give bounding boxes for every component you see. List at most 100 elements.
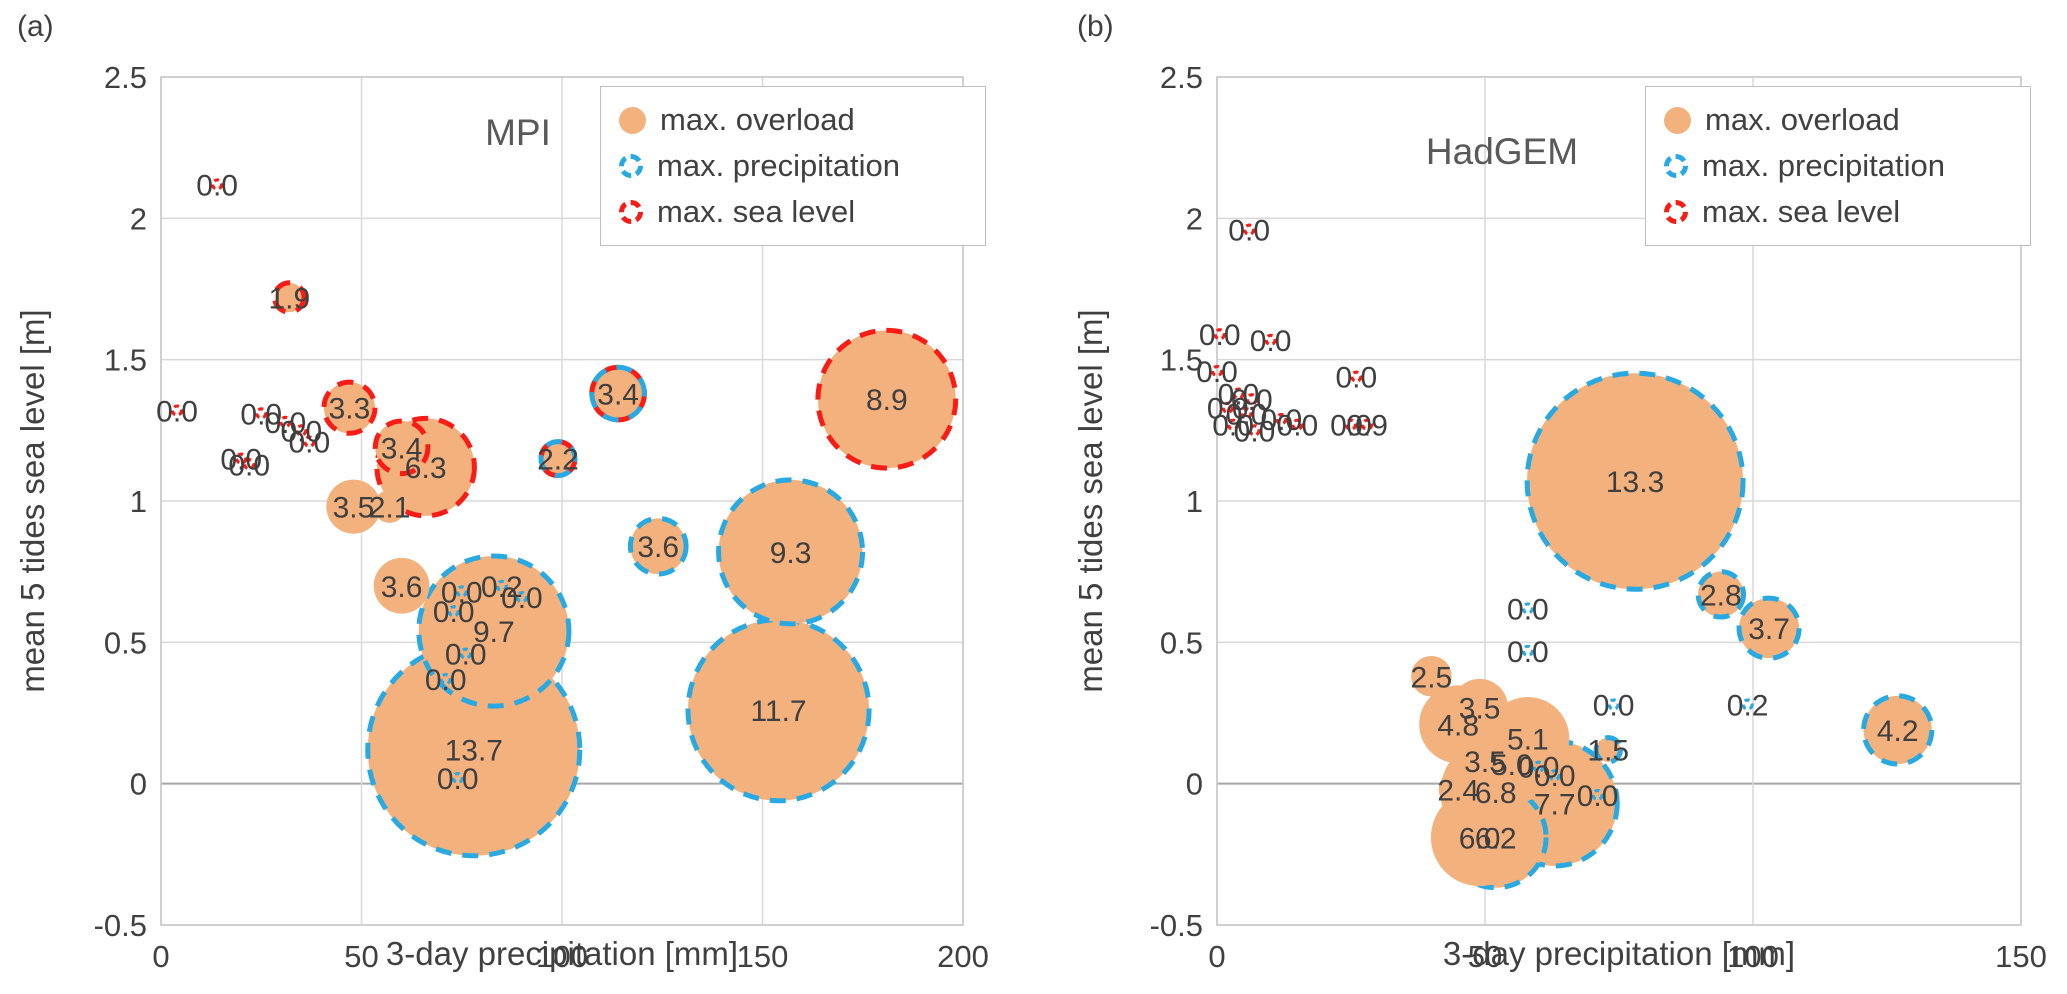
zero-value-dot — [1213, 328, 1226, 341]
bubble-value-label: 0.0 — [1199, 319, 1241, 352]
bubble — [170, 404, 184, 417]
bubble — [455, 585, 468, 598]
bubble — [1264, 333, 1277, 346]
bubble — [589, 364, 647, 423]
legend-item-max-overload: max. overload — [619, 102, 967, 138]
bubble-value-label: 0.0 — [1196, 356, 1238, 389]
y-tick-label: 1.5 — [104, 343, 147, 378]
legend-item-max-sea-level: max. sea level — [1664, 194, 2012, 230]
zero-value-dot — [1548, 769, 1561, 782]
bubble-value-label: 0.0 — [1231, 384, 1273, 417]
bubble-value-label: 9.3 — [770, 537, 812, 570]
legend-label: max. overload — [660, 102, 855, 137]
bubble-value-label: 1.5 — [1587, 735, 1629, 768]
precipitation-ring — [589, 364, 647, 423]
legend-label: max. overload — [1705, 102, 1900, 137]
bubble — [538, 439, 578, 479]
bubble-value-label: 0.0 — [228, 449, 270, 482]
legend-item-max-sea-level: max. sea level — [619, 194, 967, 230]
overload-filled-circle-icon — [619, 106, 646, 134]
bubble — [451, 771, 464, 785]
zero-value-dot — [170, 404, 184, 417]
zero-value-dot — [1245, 393, 1258, 406]
bubble-value-label: 0.0 — [1518, 752, 1560, 785]
bubble — [1210, 364, 1224, 378]
panel-b-tag: (b) — [1077, 10, 1114, 43]
bubble-value-label: 3.4 — [381, 432, 423, 465]
zero-value-dot — [1240, 407, 1253, 420]
bubble-fill — [1863, 695, 1932, 765]
y-tick-label: 0.5 — [1160, 625, 1203, 660]
legend-item-max-precipitation: max. precipitation — [619, 148, 967, 184]
panel-a-title: MPI — [485, 112, 551, 153]
x-tick-label: 200 — [937, 939, 989, 974]
zero-value-dot — [1344, 418, 1358, 431]
bubble-value-label: 0.0 — [1534, 760, 1576, 793]
bubble-value-label: 0.0 — [1577, 780, 1619, 813]
y-tick-label: 0.5 — [104, 625, 147, 660]
zero-value-dot — [1591, 788, 1604, 802]
bubble-fill — [1438, 769, 1478, 809]
bubble-value-label: 6.3 — [405, 452, 447, 485]
bubble-value-label: 0.0 — [1593, 690, 1635, 723]
bubble — [326, 479, 381, 534]
panel-a-plot: 0 50 100 150 200-0.500.511.522.513.711.79.79… — [94, 60, 989, 974]
bubble — [1226, 418, 1240, 431]
y-tick-label: 2.5 — [1160, 60, 1203, 95]
precipitation-dashed-circle-icon — [619, 154, 643, 178]
y-tick-label: 2 — [1186, 201, 1203, 236]
zero-value-dot — [295, 424, 308, 437]
zero-value-dot — [243, 458, 256, 471]
plot-frame — [160, 76, 964, 926]
bubble-value-label: 0.0 — [240, 398, 282, 431]
bubble — [1524, 370, 1746, 592]
bubble-value-label: 6.2 — [1475, 822, 1517, 855]
bubble-fill — [1411, 655, 1452, 697]
zero-value-dot — [1532, 760, 1545, 773]
sea-level-ring — [374, 415, 477, 519]
zero-value-dot — [1521, 644, 1534, 657]
x-tick-label: 0 — [152, 939, 169, 974]
bubble-value-label: 0.0 — [1212, 410, 1254, 443]
bubble-value-label: 0.0 — [445, 639, 487, 672]
bubble-fill — [591, 367, 645, 420]
bubble-value-label: 0.2 — [1727, 690, 1769, 723]
bubble — [373, 490, 406, 523]
bubble-fill — [373, 557, 430, 614]
bubble-value-label: 0.0 — [1260, 404, 1302, 437]
bubble-value-label: 13.3 — [1606, 466, 1664, 499]
bubble — [303, 435, 316, 448]
bubble — [1240, 407, 1253, 420]
zero-value-dot — [447, 605, 460, 618]
precipitation-ring — [1593, 735, 1623, 765]
x-tick-label: 0 — [1208, 939, 1225, 974]
bubble — [1411, 655, 1452, 697]
bubble-value-label: 0.0 — [501, 582, 543, 615]
precipitation-ring — [627, 515, 689, 577]
bubble-fill — [323, 382, 376, 434]
bubble-fill — [274, 282, 305, 313]
bubble — [373, 557, 430, 614]
zero-value-dot — [1221, 401, 1234, 414]
bubble — [1451, 678, 1509, 736]
precipitation-ring — [1695, 569, 1747, 620]
bubble — [372, 418, 431, 477]
legend-label: max. sea level — [657, 194, 856, 229]
bubble — [1291, 418, 1304, 431]
zero-value-dot — [1350, 370, 1363, 383]
zero-value-dot — [1226, 418, 1240, 431]
panel-a-x-axis-title: 3-day precipitation [mm] — [385, 935, 739, 972]
bubble-value-label: 0.0 — [280, 415, 322, 448]
precipitation-ring — [1524, 370, 1746, 592]
zero-value-dot — [439, 672, 452, 686]
y-tick-label: 2 — [130, 201, 147, 236]
bubble-fill — [1596, 737, 1621, 762]
precipitation-ring — [538, 439, 578, 479]
plot-frame — [1216, 76, 2022, 926]
x-tick-label: 50 — [344, 939, 378, 974]
bubble-value-label: 0.0 — [1250, 325, 1292, 358]
bubble — [1245, 393, 1258, 406]
bubble — [1248, 424, 1261, 437]
bubble-value-label: 3.5 — [333, 492, 375, 525]
